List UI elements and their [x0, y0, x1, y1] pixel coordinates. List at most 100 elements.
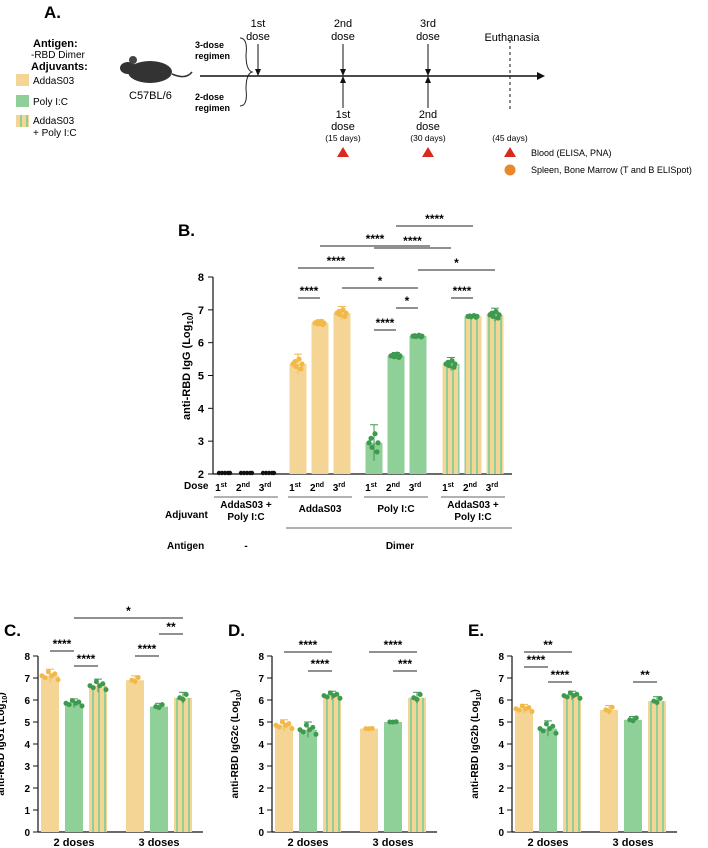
- b-point: [493, 308, 499, 315]
- point: [657, 695, 663, 701]
- panel-d: D. anti-RBD IgG2c (Log10) 0 1 2 3 4 5 6 7 8 2 doses…: [228, 621, 437, 848]
- ytick-label: 6: [24, 696, 30, 707]
- point: [540, 728, 546, 734]
- blood-marker-15: [337, 147, 349, 157]
- point: [159, 702, 165, 708]
- b-dose-label: 2nd: [463, 482, 477, 494]
- b-sig-7-label: ****: [376, 316, 395, 330]
- d-sig-1-label: ****: [311, 657, 330, 671]
- panel-c-label: C.: [4, 621, 21, 640]
- b-adjuvant-label-2: Poly I:C: [454, 512, 491, 523]
- b-dose-label: 3rd: [486, 482, 499, 494]
- panel-a-label: A.: [44, 3, 61, 22]
- bar: [600, 709, 618, 832]
- bar: [275, 725, 293, 832]
- point: [564, 694, 570, 700]
- b-point: [451, 364, 457, 370]
- point: [654, 699, 660, 705]
- point: [550, 723, 556, 729]
- panel-b: B. anti-RBD IgG (Log10) Dose Adjuvant An…: [165, 212, 512, 552]
- b-point: [473, 314, 479, 320]
- top-dose2-l1: 2nd: [334, 18, 352, 30]
- b-point: [369, 444, 375, 450]
- ytick-label: 4: [258, 740, 264, 751]
- point: [577, 695, 583, 701]
- point: [543, 721, 549, 727]
- antigen-row-label: Antigen: [167, 541, 204, 552]
- b-dose-label: 1st: [215, 482, 227, 494]
- point: [553, 730, 559, 736]
- b-ytick-label: 5: [198, 371, 204, 383]
- ytick-label: 5: [498, 718, 504, 729]
- point: [135, 675, 141, 681]
- b-point: [449, 358, 455, 364]
- legend-combo-text: AddaS03: [33, 116, 75, 127]
- top-dose1-l1: 1st: [251, 18, 266, 30]
- point: [42, 675, 48, 681]
- point: [76, 699, 82, 705]
- ytick-label: 0: [258, 828, 264, 839]
- point: [79, 703, 85, 709]
- mouse-strain: C57BL/6: [129, 90, 172, 102]
- adjuvants-title: Adjuvants:: [31, 61, 88, 73]
- regimen3-line1: 3-dose: [195, 40, 224, 50]
- legend-combo-text2: + Poly I:C: [33, 128, 77, 139]
- category-label: 3 doses: [139, 837, 180, 848]
- point: [633, 715, 639, 721]
- point: [526, 704, 532, 710]
- b-bar: [409, 336, 427, 474]
- b-sig-5-label: *: [378, 274, 383, 288]
- point: [286, 721, 292, 727]
- b-point: [298, 366, 304, 372]
- bar: [539, 728, 557, 832]
- point: [180, 696, 186, 702]
- ytick-label: 0: [498, 828, 504, 839]
- b-point: [366, 440, 372, 446]
- b-sig-1-label: ****: [366, 232, 385, 246]
- b-sig-0-label: ****: [300, 284, 319, 298]
- antigen-title: Antigen:: [33, 38, 78, 50]
- top-dose3-l2: dose: [416, 31, 440, 43]
- legend-blood: Blood (ELISA, PNA): [531, 148, 612, 158]
- ytick-label: 6: [498, 696, 504, 707]
- ytick-label: 1: [24, 806, 30, 817]
- b-point: [296, 356, 302, 362]
- d-sig-3-label: ***: [398, 657, 412, 671]
- panel-c: C. anti-RBD IgG1 (Log10) 0 1 2 3 4 5 6 7 8 2 doses 3…: [0, 604, 203, 848]
- b-adjuvant-label: AddaS03 +: [447, 500, 499, 511]
- b-bar: [387, 355, 405, 474]
- legend-poly-text: Poly I:C: [33, 97, 68, 108]
- point: [276, 724, 282, 730]
- category-label: 3 doses: [613, 837, 654, 848]
- panel-c-ylabel: anti-RBD IgG1 (Log10): [0, 692, 9, 795]
- bar: [408, 697, 426, 832]
- bar: [360, 728, 378, 832]
- category-label: 3 doses: [373, 837, 414, 848]
- b-ytick-label: 6: [198, 338, 204, 350]
- bottom-dose1-l2: dose: [331, 121, 355, 133]
- point: [103, 687, 109, 693]
- panel-e: E. anti-RBD IgG2b (Log10) 0 1 2 3 4 5 6 7 8 2 doses…: [468, 621, 677, 848]
- b-bar: [442, 364, 460, 474]
- point: [93, 679, 99, 685]
- ytick-label: 6: [258, 696, 264, 707]
- b-sig-2-label: ****: [327, 254, 346, 268]
- b-ytick-label: 4: [198, 403, 205, 415]
- point: [310, 724, 316, 730]
- regimen2-line2: regimen: [195, 103, 230, 113]
- c-sig-0-label: ****: [53, 637, 72, 651]
- point: [183, 692, 189, 697]
- point: [132, 679, 138, 685]
- bar: [648, 701, 666, 832]
- point: [337, 695, 343, 701]
- point: [606, 708, 612, 714]
- top-dose2-l2: dose: [331, 31, 355, 43]
- point: [334, 691, 340, 697]
- b-dose-label: 1st: [442, 482, 454, 494]
- b-point: [249, 470, 255, 476]
- b-point: [412, 333, 418, 339]
- e-sig-2-label: ****: [551, 668, 570, 682]
- b-antigen-label: -: [244, 541, 247, 552]
- b-point: [293, 363, 299, 370]
- b-adjuvant-label-2: Poly I:C: [227, 512, 264, 523]
